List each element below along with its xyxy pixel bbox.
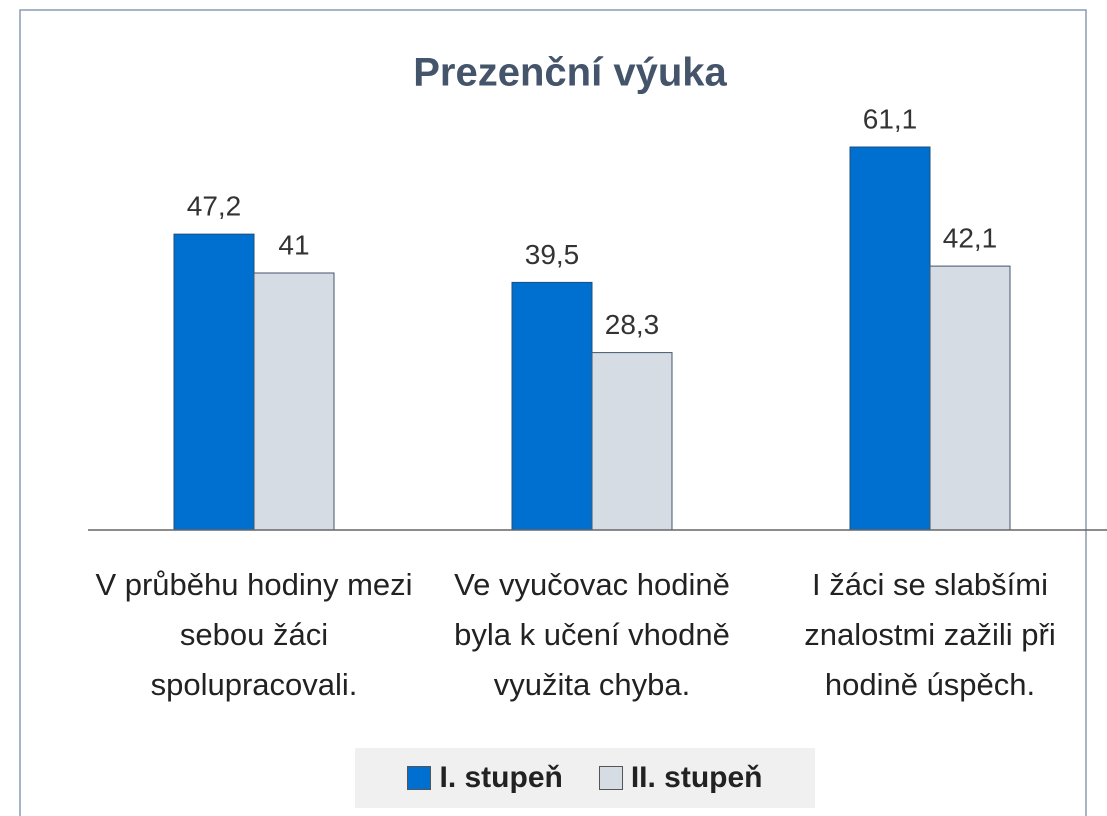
legend-item: I. stupeň [407,761,563,795]
bar [849,146,931,531]
data-label: 61,1 [863,103,918,134]
legend-item: II. stupeň [598,761,763,795]
bar [511,281,593,531]
data-label: 28,3 [605,309,660,340]
data-label: 39,5 [525,239,580,270]
legend-label: I. stupeň [439,761,563,794]
bar [591,352,673,531]
legend-swatch [407,766,432,790]
x-tick-label: I žáci se slabšími znalostmi zažili při … [804,567,1056,702]
frame [19,9,1087,816]
x-tick-label: Ve vyučovac hodině byla k učení vhodně v… [454,567,730,702]
bar [929,265,1011,531]
data-label: 42,1 [943,222,998,253]
legend-label: II. stupeň [630,761,763,794]
legend-swatch [598,766,623,790]
data-label: 41 [278,229,309,260]
bar [253,272,335,531]
data-label: 47,2 [187,191,242,222]
x-tick-label: V průběhu hodiny mezi sebou žáci spolupr… [95,567,413,702]
chart-title: Prezenční výuka [413,51,727,95]
legend: I. stupeň II. stupeň [355,748,815,808]
bar [173,233,255,531]
